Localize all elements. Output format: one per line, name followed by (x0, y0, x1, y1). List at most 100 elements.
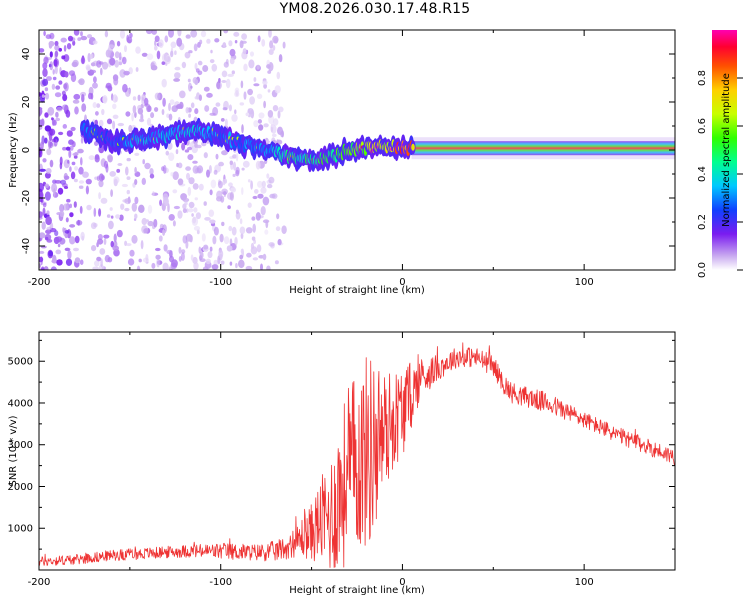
noise-speck (62, 104, 69, 111)
noise-speck (44, 172, 51, 179)
noise-speck (109, 57, 116, 66)
noise-speck (85, 185, 89, 195)
noise-speck (91, 245, 97, 252)
noise-speck (98, 192, 101, 200)
snr-x-label: Height of straight line (km) (289, 585, 425, 596)
noise-speck (251, 236, 256, 241)
noise-speck (154, 35, 160, 43)
noise-speck (263, 123, 269, 128)
noise-speck (274, 260, 279, 265)
noise-speck (272, 45, 276, 51)
noise-speck (49, 128, 56, 136)
noise-speck (229, 48, 236, 57)
noise-speck (69, 203, 72, 209)
noise-speck (66, 198, 71, 203)
noise-speck (218, 161, 225, 167)
noise-speck (51, 183, 58, 193)
noise-speck (146, 117, 152, 126)
noise-speck (162, 196, 169, 207)
noise-speck (231, 70, 235, 75)
noise-speck (124, 45, 127, 53)
noise-speck (170, 50, 174, 58)
noise-speck (87, 52, 91, 63)
noise-speck (62, 227, 65, 233)
noise-speck (167, 142, 173, 150)
ridge-band-halo (411, 137, 675, 160)
noise-speck (127, 258, 135, 266)
noise-speck (162, 262, 169, 270)
noise-speck (39, 250, 45, 254)
noise-speck (42, 68, 48, 77)
noise-speck (54, 92, 62, 98)
noise-speck (173, 205, 180, 210)
noise-speck (64, 233, 68, 239)
noise-speck (225, 78, 231, 89)
noise-speck (277, 110, 281, 119)
noise-speck (182, 235, 188, 244)
noise-speck (187, 208, 194, 213)
noise-speck (248, 59, 255, 69)
noise-speck (219, 233, 224, 243)
noise-speck (235, 263, 238, 269)
noise-speck (223, 236, 230, 245)
noise-speck (209, 219, 216, 224)
noise-speck (114, 51, 120, 59)
noise-speck (194, 108, 199, 115)
noise-speck (184, 51, 191, 59)
noise-speck (209, 189, 213, 196)
noise-speck (93, 207, 97, 217)
noise-speck (215, 153, 219, 160)
noise-speck (162, 164, 167, 174)
noise-speck (128, 124, 133, 133)
noise-speck (201, 233, 206, 242)
noise-speck (186, 172, 190, 180)
noise-speck (220, 260, 225, 265)
noise-speck (113, 233, 117, 243)
noise-speck (39, 48, 45, 53)
noise-speck (80, 157, 83, 166)
noise-speck (59, 156, 63, 166)
noise-speck (221, 150, 228, 156)
noise-speck (185, 233, 193, 242)
noise-speck (81, 94, 85, 103)
noise-speck (69, 166, 72, 173)
noise-speck (242, 48, 247, 55)
noise-speck (64, 175, 70, 180)
noise-speck (199, 251, 204, 259)
noise-speck (276, 71, 281, 80)
noise-speck (44, 112, 49, 118)
noise-speck (101, 175, 105, 181)
noise-speck (216, 81, 222, 90)
noise-speck (197, 60, 203, 66)
noise-speck (178, 246, 182, 254)
noise-speck (164, 35, 169, 43)
noise-speck (74, 106, 79, 115)
noise-speck (266, 173, 270, 179)
noise-speck (228, 182, 233, 187)
noise-speck (271, 193, 278, 199)
noise-speck (92, 82, 98, 89)
noise-speck (227, 73, 234, 77)
noise-speck (73, 155, 78, 159)
noise-speck (79, 205, 83, 214)
noise-speck (162, 97, 166, 107)
noise-speck (119, 30, 126, 39)
noise-speck (144, 162, 151, 170)
noise-speck (253, 83, 260, 87)
noise-speck (229, 191, 234, 201)
noise-speck (169, 99, 175, 105)
noise-speck (176, 104, 183, 109)
noise-speck (39, 191, 44, 199)
noise-speck (223, 30, 229, 34)
noise-speck (222, 42, 227, 48)
noise-speck (125, 166, 129, 176)
noise-speck (269, 40, 274, 49)
noise-speck (68, 149, 72, 159)
y-tick-label: 3000 (8, 440, 33, 451)
noise-speck (54, 180, 62, 184)
noise-speck (92, 102, 97, 109)
noise-speck (60, 37, 67, 43)
noise-speck (231, 114, 238, 122)
noise-speck (131, 202, 137, 212)
noise-speck (74, 257, 81, 264)
